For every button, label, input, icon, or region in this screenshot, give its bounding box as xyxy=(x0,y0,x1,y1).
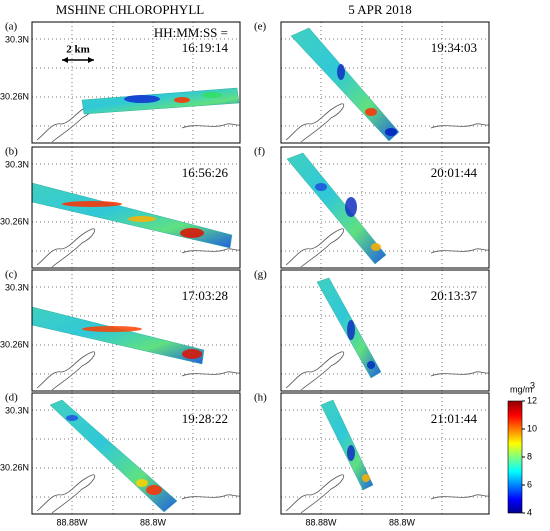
time-label: 16:56:26 xyxy=(182,165,229,180)
map-panel: (a) 16:19:14 30.3N 30.26N xyxy=(0,21,241,144)
coastline xyxy=(36,228,96,268)
map-panel: (e) 19:34:03 xyxy=(254,21,490,144)
chlorophyll-swath xyxy=(286,152,387,265)
map-panel: (b) 16:56:26 30.3N 30.26N xyxy=(0,146,241,269)
colorbar-tick-label: 12 xyxy=(527,395,537,405)
chlorophyll-patch xyxy=(385,128,397,136)
chlorophyll-patch xyxy=(66,415,78,421)
panel-frame xyxy=(31,269,241,392)
colorbar-tick-label: 8 xyxy=(527,451,532,461)
coastline xyxy=(36,474,96,514)
chlorophyll-patch xyxy=(371,243,381,251)
chlorophyll-patch xyxy=(367,361,375,369)
panel-frame xyxy=(31,21,241,144)
map-panel: (g) 20:13:37 xyxy=(254,269,490,392)
coastline xyxy=(181,248,241,254)
panel-frame xyxy=(31,392,241,515)
coastline xyxy=(285,103,345,143)
time-label: 16:19:14 xyxy=(182,40,229,55)
chlorophyll-patch xyxy=(362,474,370,482)
coastline xyxy=(430,123,490,129)
chlorophyll-patch xyxy=(82,326,142,332)
time-label: 20:01:44 xyxy=(431,165,478,180)
panel-frame xyxy=(280,146,490,269)
colorbar-tick-label: 6 xyxy=(527,479,532,489)
chlorophyll-swath xyxy=(81,87,240,115)
chlorophyll-patch xyxy=(345,197,357,217)
panel-label: (b) xyxy=(5,146,18,158)
y-tick-label: 30.26N xyxy=(0,216,29,226)
colorbar-unit: mg/m xyxy=(510,384,533,394)
chlorophyll-patch xyxy=(136,479,148,487)
coastline xyxy=(181,123,241,129)
time-label: 21:01:44 xyxy=(431,411,478,426)
map-panel: (d) 19:28:22 30.3N 30.26N 88.88W 88.8W xyxy=(0,392,241,527)
coastline xyxy=(36,351,96,391)
colorbar-tick-label: 10 xyxy=(527,423,537,433)
chlorophyll-swath xyxy=(31,306,205,365)
time-label: 20:13:37 xyxy=(431,288,478,303)
x-tick-label: 88.8W xyxy=(389,517,416,527)
colorbar xyxy=(507,400,523,514)
panel-label: (c) xyxy=(5,269,18,281)
chlorophyll-swath xyxy=(320,399,374,491)
time-label: 17:03:28 xyxy=(182,288,228,303)
panel-label: (d) xyxy=(5,392,18,404)
chlorophyll-patch xyxy=(146,485,162,495)
coastline xyxy=(430,494,490,500)
coastline xyxy=(285,351,345,391)
map-panel: (c) 17:03:28 30.3N 30.26N xyxy=(0,269,241,392)
chlorophyll-patch xyxy=(62,201,122,207)
y-tick-label: 30.3N xyxy=(5,159,29,169)
chlorophyll-patch xyxy=(365,108,377,116)
map-panel: (h) 21:01:44 88.88W 88.8W xyxy=(254,392,490,527)
time-label: 19:34:03 xyxy=(431,40,477,55)
chlorophyll-patch xyxy=(128,216,156,222)
y-tick-label: 30.3N xyxy=(5,282,29,292)
map-panel: (f) 20:01:44 xyxy=(254,146,490,269)
y-tick-label: 30.26N xyxy=(0,339,29,349)
chlorophyll-patch xyxy=(174,97,190,103)
chlorophyll-patch xyxy=(124,95,160,103)
scale-label: 2 km xyxy=(66,44,90,56)
coastline xyxy=(430,248,490,254)
chlorophyll-patch xyxy=(347,320,355,340)
panel-label: (a) xyxy=(5,21,18,33)
coastline xyxy=(181,494,241,500)
panel-label: (e) xyxy=(254,21,267,33)
right-title: 5 APR 2018 xyxy=(348,2,412,17)
chlorophyll-patch xyxy=(347,445,355,461)
x-tick-label: 88.88W xyxy=(56,517,88,527)
colorbar-tick-label: 4 xyxy=(527,507,532,517)
panel-frame xyxy=(280,269,490,392)
chlorophyll-patch xyxy=(202,92,222,98)
x-tick-label: 88.8W xyxy=(140,517,167,527)
panel-label: (h) xyxy=(254,392,267,404)
chlorophyll-patch xyxy=(180,228,204,238)
time-format: HH:MM:SS = xyxy=(154,25,228,40)
left-title: MSHINE CHLOROPHYLL xyxy=(56,2,204,17)
time-label: 19:28:22 xyxy=(182,411,228,426)
y-tick-label: 30.26N xyxy=(0,462,29,472)
panel-frame xyxy=(280,21,490,144)
coastline xyxy=(181,371,241,377)
colorbar-unit-sup: 3 xyxy=(530,380,535,390)
coastline xyxy=(285,228,345,268)
chlorophyll-patch xyxy=(182,349,202,359)
chlorophyll-patch xyxy=(337,64,345,80)
coastline xyxy=(430,371,490,377)
x-tick-label: 88.88W xyxy=(305,517,337,527)
panel-label: (f) xyxy=(254,146,265,158)
y-tick-label: 30.3N xyxy=(5,34,29,44)
panel-frame xyxy=(31,146,241,269)
chlorophyll-patch xyxy=(315,183,327,191)
panel-frame xyxy=(280,392,490,515)
y-tick-label: 30.26N xyxy=(0,91,29,101)
panel-label: (g) xyxy=(254,269,267,281)
y-tick-label: 30.3N xyxy=(5,405,29,415)
coastline xyxy=(285,474,345,514)
